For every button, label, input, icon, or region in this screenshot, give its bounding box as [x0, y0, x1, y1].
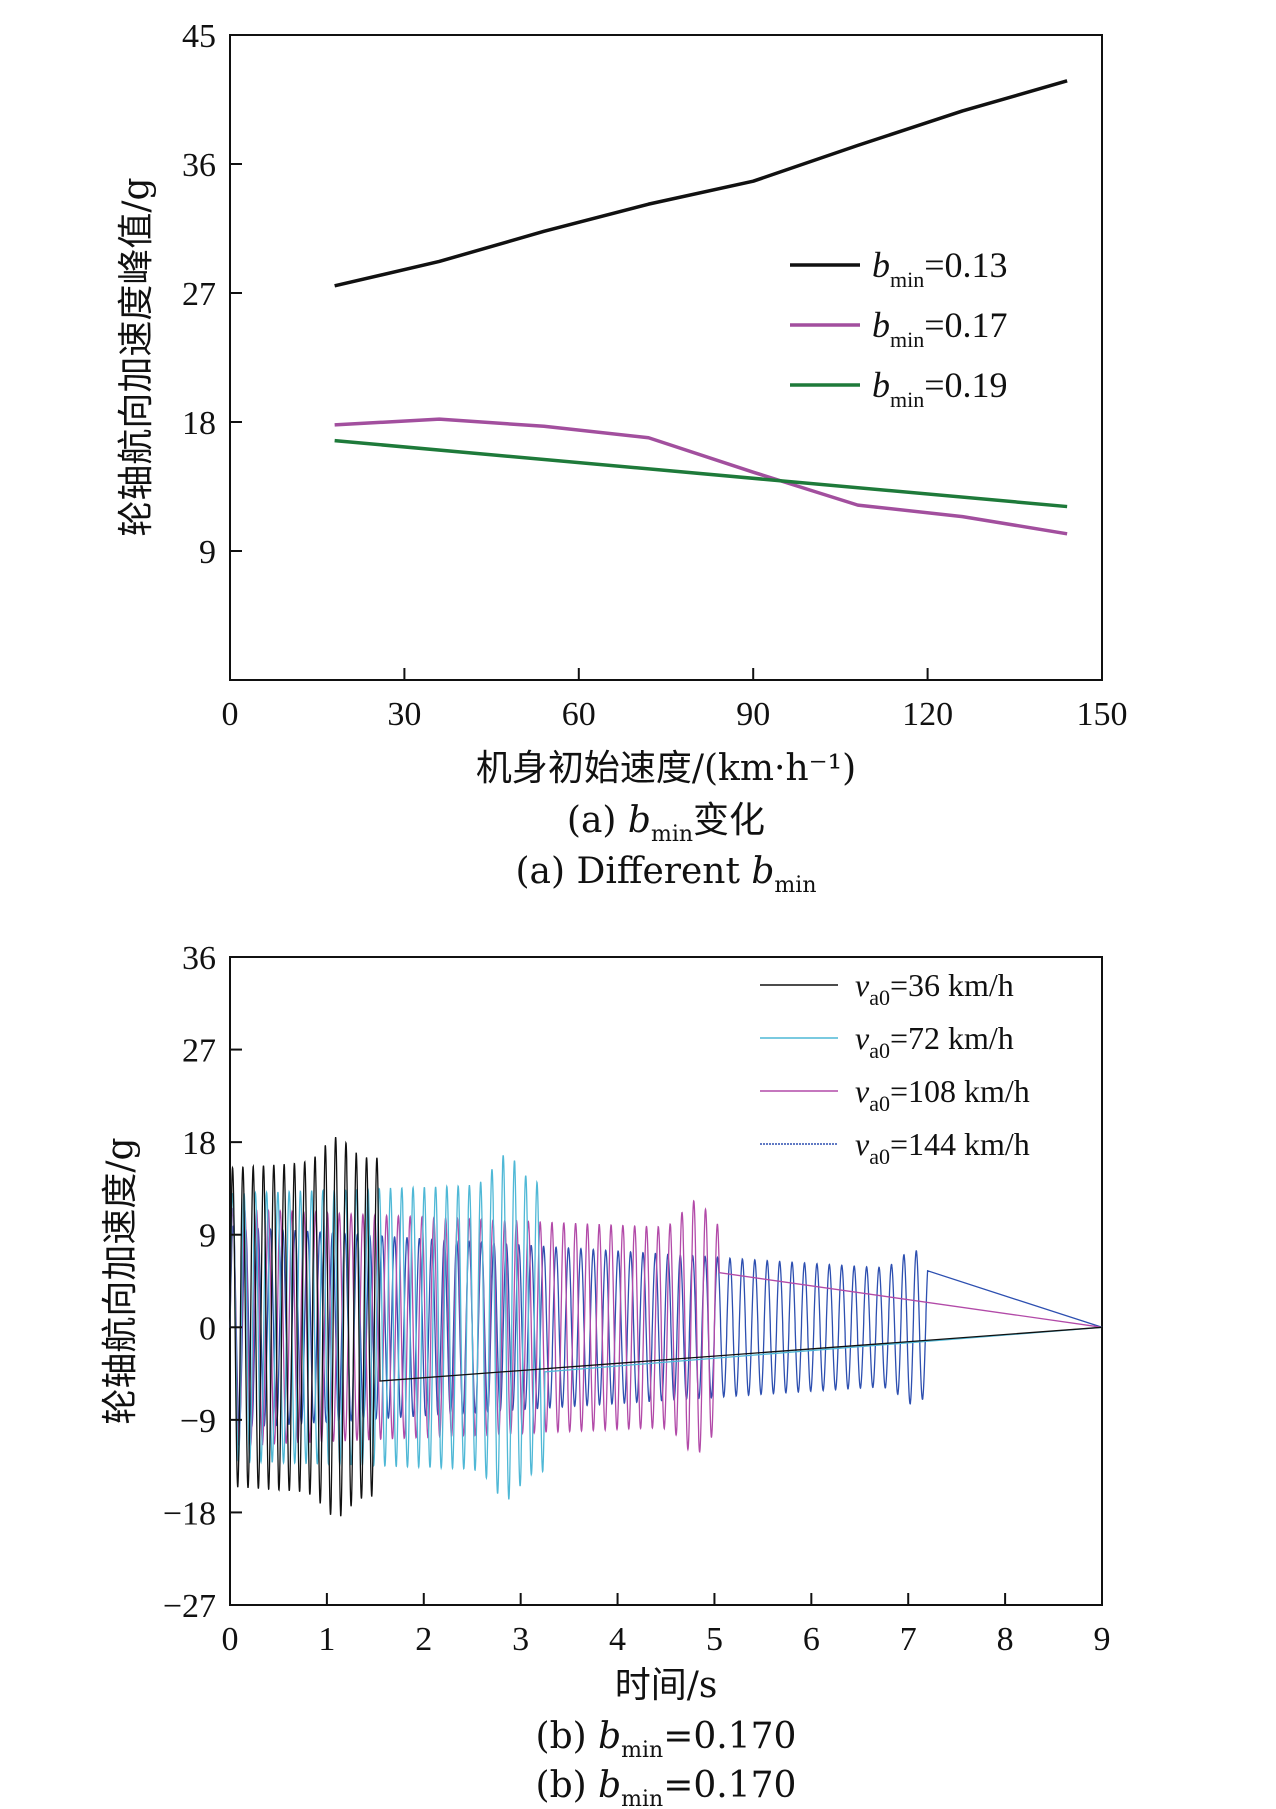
chart-b-xtick-label: 8	[997, 1621, 1014, 1658]
chart-a-xtick-label: 0	[222, 696, 239, 733]
chart-b-ytick-label: −27	[163, 1588, 216, 1625]
chart-b-xtick-label: 0	[222, 1621, 239, 1658]
chart-a-xtick-label: 90	[736, 696, 770, 733]
chart-a-legend-label: bmin=0.13	[872, 245, 1008, 292]
chart-a-series-line-1	[334, 79, 1068, 288]
chart-a-ticks: 0 30 60 90 120 150 9 18 27 36 45	[182, 18, 1128, 733]
chart-b-series-line-4	[229, 1224, 1103, 1430]
chart-a-ytick-label: 36	[182, 147, 216, 184]
chart-b-legend-label: va0=36 km/h	[855, 967, 1014, 1010]
chart-a-xtick-label: 30	[387, 696, 421, 733]
chart-b-legend-label: va0=108 km/h	[855, 1073, 1030, 1116]
chart-b-caption-cn: (b) bmin=0.170	[536, 1716, 797, 1763]
chart-b-ytick-label: 0	[199, 1310, 216, 1347]
chart-b-xlabel: 时间/s	[615, 1665, 718, 1706]
chart-b-legend: va0=36 km/h va0=72 km/h va0=108 km/h va0=14…	[760, 967, 1030, 1169]
chart-b: 0 1 2 3 4 5 6 7 8 9 −27 −18 −9 0 9 18 27 36 轮轴航向加速度/g 时间/…	[100, 940, 1111, 1809]
chart-b-ytick-label: 36	[182, 940, 216, 977]
chart-b-series-group	[229, 1136, 1103, 1517]
chart-b-xtick-label: 7	[900, 1621, 917, 1658]
chart-a-caption-cn: (a) bmin变化	[567, 800, 765, 847]
chart-a-legend-label: bmin=0.17	[872, 305, 1008, 352]
chart-a-xtick-label: 60	[562, 696, 596, 733]
chart-a-xtick-label: 120	[902, 696, 953, 733]
chart-b-ytick-label: 18	[182, 1125, 216, 1162]
chart-a-ylabel: 轮轴航向加速度峰值/g	[116, 177, 157, 536]
chart-a-ytick-label: 18	[182, 405, 216, 442]
chart-a-caption-en: (a) Different bmin	[516, 851, 817, 898]
chart-b-legend-label: va0=72 km/h	[855, 1020, 1014, 1063]
chart-a-series-line-3	[334, 438, 1068, 509]
chart-b-xtick-label: 4	[609, 1621, 626, 1658]
chart-b-caption-en: (b) bmin=0.170	[536, 1765, 797, 1809]
chart-b-series-line-2	[229, 1155, 1103, 1500]
chart-a-legend: bmin=0.13 bmin=0.17 bmin=0.19	[790, 245, 1008, 412]
chart-a-series-group	[334, 79, 1068, 536]
chart-b-xtick-label: 9	[1094, 1621, 1111, 1658]
chart-b-ylabel: 轮轴航向加速度/g	[100, 1137, 141, 1424]
chart-b-xtick-label: 2	[415, 1621, 432, 1658]
chart-b-ytick-label: −18	[163, 1495, 216, 1532]
chart-a-ytick-label: 9	[199, 534, 216, 571]
chart-a: 0 30 60 90 120 150 9 18 27 36 45 轮轴航向加速度峰值/g 机身初始速…	[116, 18, 1128, 898]
chart-b-ytick-label: −9	[180, 1403, 216, 1440]
chart-a-legend-label: bmin=0.19	[872, 365, 1008, 412]
chart-b-legend-label: va0=144 km/h	[855, 1126, 1030, 1169]
chart-b-ytick-label: 9	[199, 1218, 216, 1255]
chart-b-ytick-label: 27	[182, 1033, 216, 1070]
chart-b-xtick-label: 5	[706, 1621, 723, 1658]
chart-b-series-line-1	[229, 1136, 1103, 1517]
chart-b-ticks: 0 1 2 3 4 5 6 7 8 9 −27 −18 −9 0 9 18 27 36	[163, 940, 1111, 1658]
chart-a-ytick-label: 45	[182, 18, 216, 55]
chart-a-xtick-label: 150	[1077, 696, 1128, 733]
chart-a-xlabel: 机身初始速度/(km·h⁻¹)	[476, 748, 856, 789]
chart-b-xtick-label: 6	[803, 1621, 820, 1658]
chart-a-plot-frame	[229, 34, 1103, 681]
chart-b-xtick-label: 3	[512, 1621, 529, 1658]
chart-a-series-line-2	[334, 417, 1068, 536]
chart-b-xtick-label: 1	[318, 1621, 335, 1658]
chart-a-ytick-label: 27	[182, 276, 216, 313]
